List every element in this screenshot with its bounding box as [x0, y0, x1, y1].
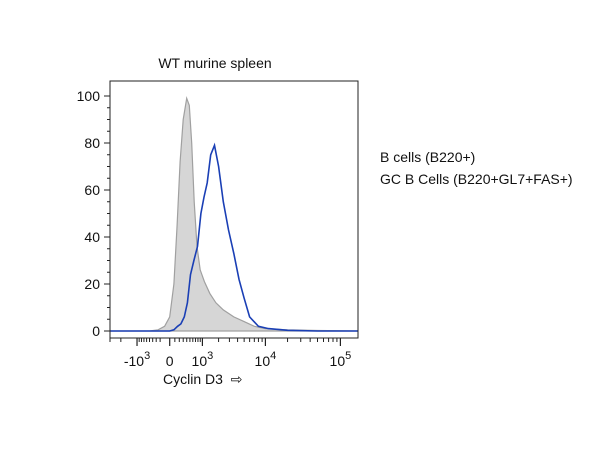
y-tick-label-4: 80 — [84, 135, 100, 151]
y-tick-label-2: 40 — [84, 229, 100, 245]
x-tick-label-0: -103 — [124, 350, 150, 369]
y-tick-label-0: 0 — [92, 323, 100, 339]
x-axis-label-text: Cyclin D3 — [163, 371, 223, 387]
x-axis: -103 0 103 104 105 — [109, 338, 352, 369]
x-tick-label-2: 103 — [192, 350, 214, 369]
series-layer — [110, 95, 359, 332]
chart-title: WT murine spleen — [158, 55, 271, 71]
x-tick-label-1: 0 — [166, 353, 174, 369]
x-tick-label-4: 105 — [330, 350, 352, 369]
series-0-area — [110, 95, 359, 332]
y-tick-label-5: 100 — [77, 88, 101, 104]
legend-entry-gc-b-cells: GC B Cells (B220+GL7+FAS+) — [380, 171, 573, 187]
legend: B cells (B220+) GC B Cells (B220+GL7+FAS… — [380, 146, 573, 190]
legend-entry-b-cells: B cells (B220+) — [380, 149, 476, 165]
y-tick-label-3: 60 — [84, 182, 100, 198]
y-tick-label-1: 20 — [84, 276, 100, 292]
x-axis-label: Cyclin D3 ⇨ — [163, 371, 243, 387]
arrow-right-icon: ⇨ — [231, 371, 243, 387]
x-tick-label-3: 104 — [255, 350, 277, 369]
plot-frame — [109, 80, 359, 339]
series-1-line — [110, 142, 358, 332]
y-axis: 0 20 40 60 80 100 — [77, 88, 110, 339]
